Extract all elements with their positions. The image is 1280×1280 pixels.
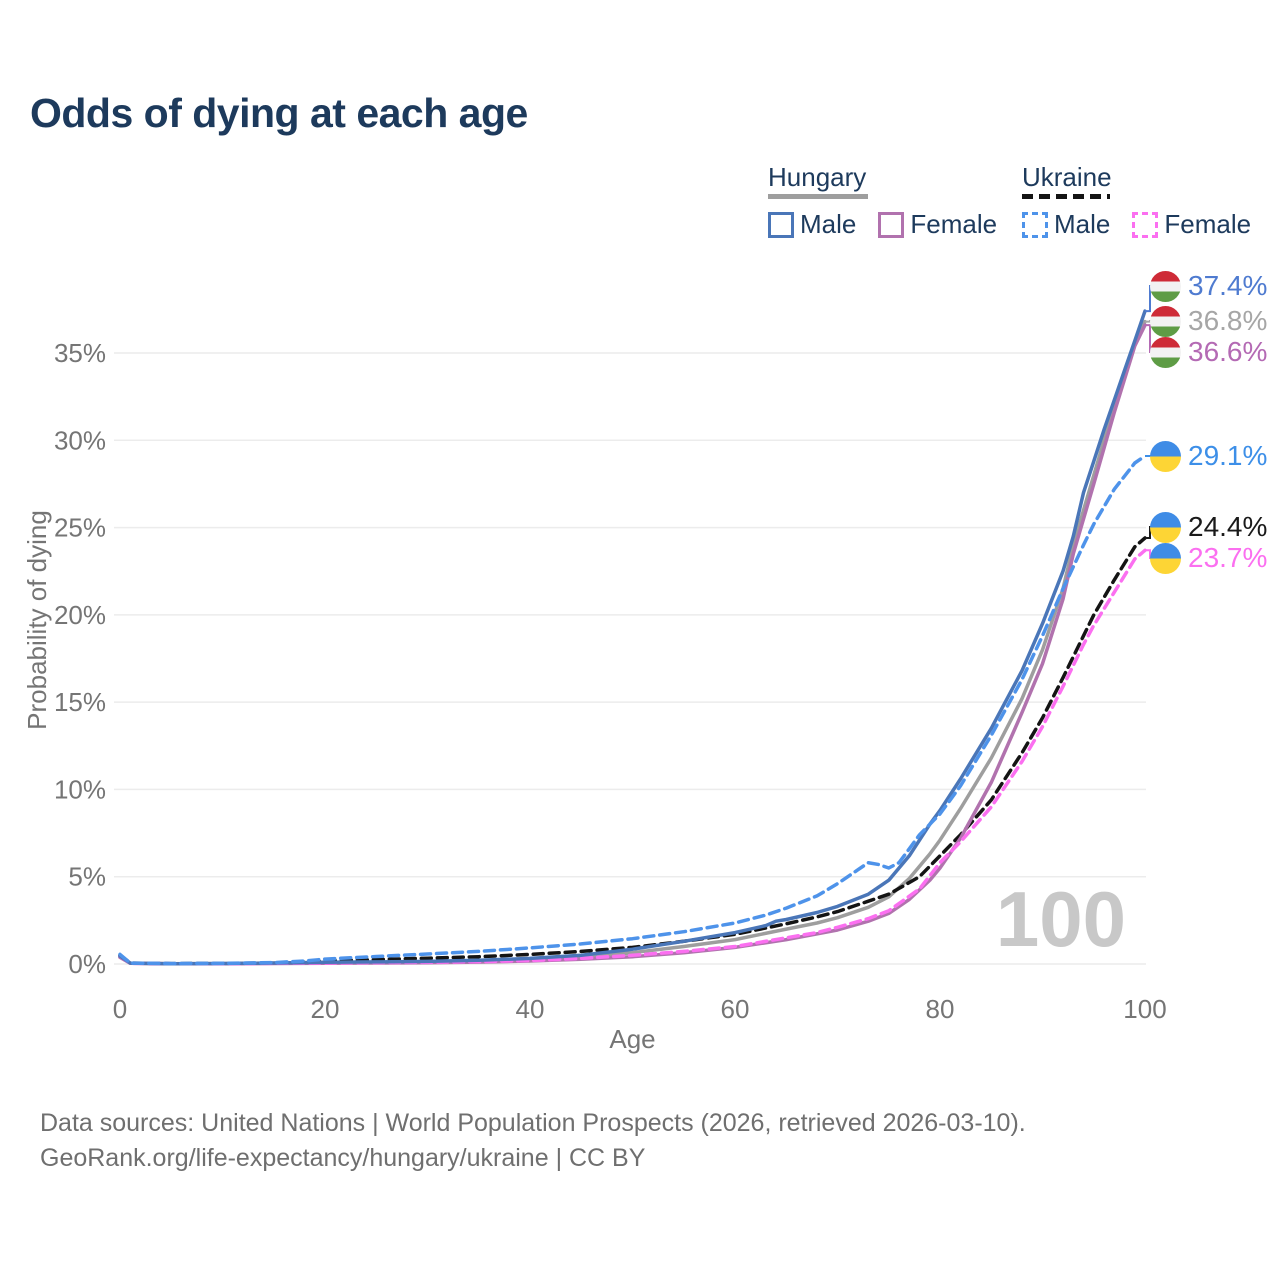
end-label-value: 23.7%	[1188, 542, 1268, 573]
legend-country-hungary[interactable]: Hungary	[768, 163, 997, 199]
x-tick-0: 0	[113, 994, 127, 1024]
end-label-value: 37.4%	[1188, 270, 1268, 301]
legend-item-ukraine-female[interactable]: Female	[1132, 209, 1251, 240]
y-tick-25: 25%	[54, 513, 106, 543]
ukraine-dashed-line-swatch	[1022, 194, 1110, 199]
end-label-hungary-female: 36.6%	[1150, 336, 1267, 368]
end-label-hungary-male: 37.4%	[1150, 270, 1267, 302]
hungary-solid-line-swatch	[768, 194, 868, 199]
ukraine-flag-icon	[1150, 542, 1181, 574]
end-label-ukraine: 24.4%	[1150, 511, 1267, 543]
y-tick-15: 15%	[54, 687, 106, 717]
legend-country-ukraine[interactable]: Ukraine	[1022, 163, 1251, 199]
legend-item-hungary-female-label: Female	[910, 209, 998, 239]
legend-group-ukraine: Ukraine Male Female	[1022, 163, 1251, 240]
y-tick-20: 20%	[54, 600, 106, 630]
ukraine-male-line	[118, 454, 1147, 966]
legend-item-ukraine-female-label: Female	[1164, 209, 1252, 239]
footer: Data sources: United Nations | World Pop…	[40, 1106, 1026, 1176]
ukraine-flag-icon	[1150, 511, 1181, 543]
y-axis-title: Probability of dying	[22, 510, 52, 730]
x-axis-title: Age	[609, 1024, 655, 1054]
ukraine-flag-icon	[1150, 440, 1181, 472]
footer-attribution: GeoRank.org/life-expectancy/hungary/ukra…	[40, 1144, 646, 1172]
hungary-flag-icon	[1150, 305, 1181, 337]
end-label-value: 24.4%	[1188, 511, 1268, 542]
hungary-flag-icon	[1150, 336, 1181, 368]
end-label-hungary: 36.8%	[1150, 305, 1267, 337]
y-tick-10: 10%	[54, 774, 106, 804]
legend-item-hungary-male-label: Male	[800, 209, 857, 239]
end-label-ukraine-male: 29.1%	[1150, 440, 1267, 472]
x-tick-40: 40	[516, 994, 545, 1024]
legend-item-ukraine-male-label: Male	[1054, 209, 1111, 239]
x-tick-80: 80	[926, 994, 955, 1024]
y-tick-0: 0%	[68, 949, 106, 979]
end-label-value: 29.1%	[1188, 440, 1268, 471]
end-label-value: 36.6%	[1188, 336, 1268, 367]
ukraine-male-swatch-icon	[1022, 211, 1048, 238]
end-label-value: 36.8%	[1188, 305, 1268, 336]
hungary-male-swatch-icon	[768, 211, 794, 238]
x-tick-60: 60	[721, 994, 750, 1024]
x-tick-100: 100	[1123, 994, 1166, 1024]
ukraine-female-swatch-icon	[1132, 211, 1159, 238]
age-counter-watermark: 100	[996, 875, 1126, 963]
chart-title: Odds of dying at each age	[30, 90, 528, 136]
legend-country-ukraine-label: Ukraine	[1022, 162, 1112, 192]
footer-data-sources: Data sources: United Nations | World Pop…	[40, 1109, 1026, 1137]
hungary-line	[118, 319, 1147, 966]
y-tick-30: 30%	[54, 425, 106, 455]
hungary-flag-icon	[1150, 270, 1181, 302]
x-tick-20: 20	[311, 994, 340, 1024]
legend-country-hungary-label: Hungary	[768, 162, 867, 192]
y-tick-5: 5%	[68, 862, 106, 892]
end-label-ukraine-female: 23.7%	[1150, 542, 1267, 574]
hungary-female-line	[118, 323, 1147, 966]
legend-item-hungary-male[interactable]: Male	[768, 209, 856, 240]
legend-group-hungary: Hungary Male Female	[768, 163, 997, 240]
hungary-male-line	[118, 309, 1147, 966]
hungary-female-swatch-icon	[878, 211, 905, 238]
legend-item-hungary-female[interactable]: Female	[878, 209, 997, 240]
y-tick-35: 35%	[54, 338, 106, 368]
ukraine-line	[118, 536, 1147, 966]
legend-item-ukraine-male[interactable]: Male	[1022, 209, 1110, 240]
